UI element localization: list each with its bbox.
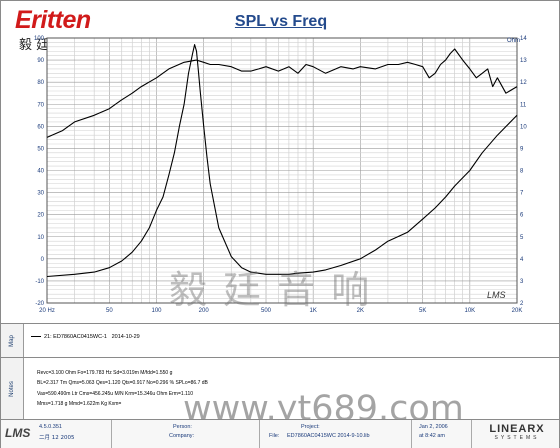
- brand-logo-text: ritten: [31, 6, 91, 34]
- footer-company-label: Company:: [169, 433, 195, 439]
- linearx-logo-text: LINEARX: [489, 423, 545, 435]
- impedance-curve: [46, 44, 518, 278]
- x-tick-label: 200: [199, 308, 210, 314]
- y-right-tick-label: 12: [520, 80, 527, 86]
- y-left-tick-label: 40: [37, 169, 44, 175]
- y-right-tick-label: 11: [520, 102, 527, 108]
- y-right-tick-label: 14: [520, 36, 527, 42]
- footer-date: Jan 2, 2006: [419, 424, 448, 430]
- chart-axes: 20 Hz 50 100 200 500 1K 2K 5K 10K 20K -20 -10 0 10 20 3…: [34, 36, 527, 314]
- lms-footer-logo: LMS: [5, 426, 31, 440]
- legend-entry-date: 2014-10-29: [111, 334, 140, 340]
- y-left-tick-label: 100: [34, 36, 45, 42]
- chart-title: SPL vs Freq: [234, 13, 328, 30]
- map-side-label: Map: [1, 324, 24, 358]
- y-left-tick-label: 20: [37, 213, 44, 219]
- plot-frame: [46, 37, 518, 304]
- footer-time: at 8:42 am: [419, 433, 445, 439]
- brand-logo-initial: E: [15, 6, 32, 34]
- spl-curve: [46, 48, 518, 138]
- footer-person-label: Person:: [173, 424, 192, 430]
- notes-line-3: Vas=590.490m Ltr Cms=456.245u M/N Krm=15…: [37, 391, 194, 397]
- y-left-tick-label: -10: [35, 279, 44, 285]
- y-left-tick-label: 10: [37, 235, 44, 241]
- linearx-logo-sub: SYSTEMS: [494, 435, 540, 441]
- legend-entry-label: 21: ED7860AC0415WC-1: [44, 334, 107, 340]
- y-right-tick-label: 4: [520, 257, 524, 263]
- y-left-tick-label: 50: [37, 146, 44, 152]
- y-left-tick-label: 30: [37, 191, 44, 197]
- x-tick-label: 5K: [419, 308, 426, 314]
- footer-file-value: ED7860AC0415WC 2014-9-10.lib: [287, 433, 370, 439]
- right-axis-unit-label: Ohm: [507, 38, 520, 44]
- notes-line-2: BL=2.317 Tm Qms=5.063 Qes=1.120 Qts=0.91…: [37, 380, 208, 386]
- chart-annotation-lms: LMS: [487, 290, 506, 300]
- notes-line-1: Revc=3.100 Ohm Fo=179.783 Hz Sd=3.019m M…: [37, 370, 173, 376]
- y-right-tick-label: 10: [520, 124, 527, 130]
- x-tick-label: 500: [261, 308, 272, 314]
- y-right-tick-label: 8: [520, 169, 524, 175]
- x-tick-label: 20 Hz: [39, 308, 55, 314]
- x-tick-label: 50: [106, 308, 113, 314]
- y-left-tick-label: 0: [41, 257, 45, 263]
- y-left-tick-label: 80: [37, 80, 44, 86]
- y-right-tick-label: 13: [520, 58, 527, 64]
- linearx-logo: LINEARX SYSTEMS: [479, 423, 555, 441]
- footer-file-label: File:: [269, 433, 280, 439]
- y-right-tick-label: 5: [520, 235, 524, 241]
- watermark-chinese: 毅 廷 音 响: [169, 268, 372, 312]
- footer-row: LMS 4.5.0.351 二月 12 2005 Person: Company…: [1, 419, 559, 448]
- y-right-tick-label: 6: [520, 213, 524, 219]
- x-tick-label: 10K: [464, 308, 475, 314]
- chart-series: [46, 44, 518, 278]
- footer-project-label: Project:: [301, 424, 320, 430]
- footer-build-date: 二月 12 2005: [39, 435, 75, 441]
- x-tick-label: 1K: [310, 308, 317, 314]
- y-left-tick-label: 90: [37, 58, 44, 64]
- notes-side-label: Notes: [1, 358, 24, 420]
- y-right-tick-label: 9: [520, 146, 524, 152]
- y-right-tick-label: 3: [520, 279, 524, 285]
- x-tick-label: 100: [151, 308, 162, 314]
- y-left-tick-label: 60: [37, 124, 44, 130]
- legend-entry: 21: ED7860AC0415WC-1 2014-10-29: [31, 334, 140, 340]
- y-left-tick-label: -20: [35, 301, 44, 307]
- y-left-tick-label: 70: [37, 102, 44, 108]
- chart-grid: [46, 37, 518, 304]
- x-tick-label: 20K: [512, 308, 523, 314]
- map-row: Map 21: ED7860AC0415WC-1 2014-10-29: [1, 323, 559, 358]
- x-tick-label: 2K: [357, 308, 364, 314]
- y-right-tick-label: 7: [520, 191, 524, 197]
- spl-impedance-chart: 20 Hz 50 100 200 500 1K 2K 5K 10K 20K -20 -10 0 10 20 3…: [34, 36, 527, 314]
- footer-version: 4.5.0.351: [39, 424, 62, 430]
- notes-row: Notes Revc=3.100 Ohm Fo=179.783 Hz Sd=3.…: [1, 357, 559, 420]
- y-right-tick-label: 2: [520, 301, 524, 307]
- notes-line-4: Mms=1.718 g Mmd=1.622m Kg Kxm=: [37, 401, 122, 407]
